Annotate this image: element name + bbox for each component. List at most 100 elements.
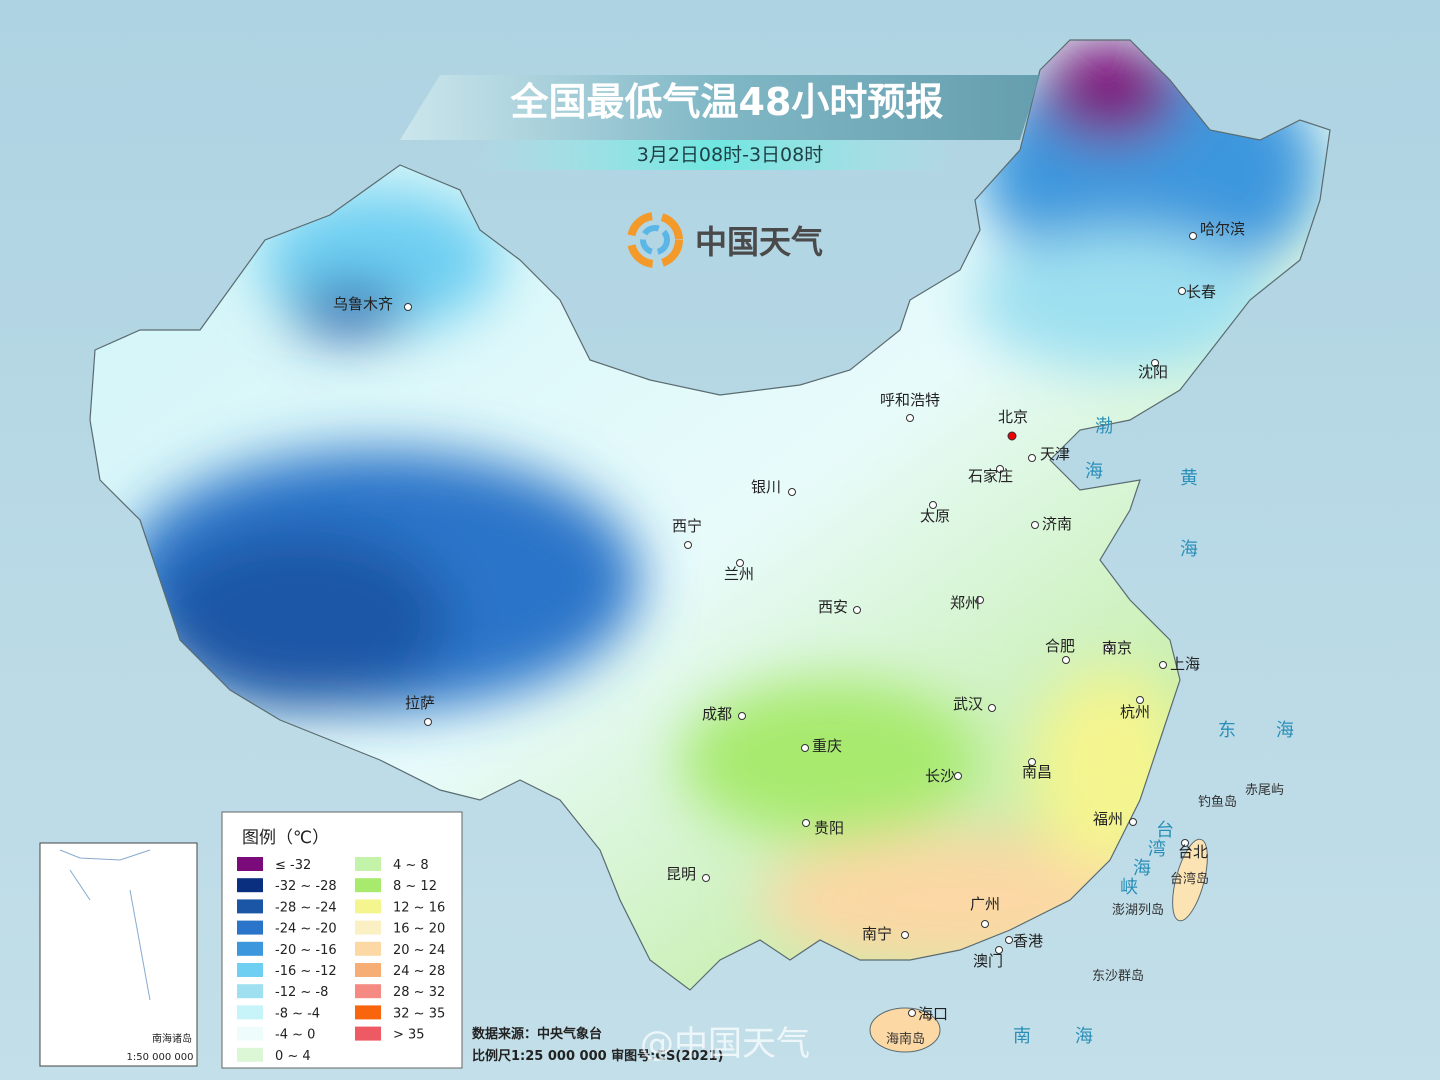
city-label: 兰州	[724, 565, 754, 583]
city-label: 济南	[1042, 515, 1072, 533]
sea-label: 渤	[1095, 416, 1113, 437]
legend-swatch	[237, 878, 263, 893]
legend-label: ≤ -32	[275, 858, 311, 873]
legend-label: -20 ~ -16	[275, 943, 337, 958]
city-dot	[1151, 359, 1159, 367]
legend-swatch	[237, 941, 263, 956]
legend-label: -32 ~ -28	[275, 879, 337, 894]
city-label: 沈阳	[1138, 363, 1168, 381]
city-label: 西安	[818, 598, 848, 616]
city-dot	[996, 465, 1004, 473]
city-dot	[901, 931, 909, 939]
sea-label: 台	[1156, 820, 1174, 841]
city-dot	[1005, 936, 1013, 944]
city-label: 呼和浩特	[880, 391, 940, 409]
island-label: 钓鱼岛	[1198, 794, 1237, 810]
sea-label: 海	[1276, 720, 1294, 741]
legend-swatch	[237, 857, 263, 871]
city-label: 海口	[918, 1005, 948, 1023]
city-dot	[738, 712, 746, 720]
city-dot	[684, 541, 692, 549]
legend-swatch	[355, 1005, 381, 1020]
legend-label: -4 ~ 0	[275, 1028, 315, 1043]
inset-label: 南海诸岛	[152, 1032, 192, 1045]
legend-label: 16 ~ 20	[393, 922, 445, 937]
legend-label: > 35	[393, 1028, 425, 1043]
subtitle: 3月2日08时-3日08时	[637, 144, 823, 166]
sea-label: 峡	[1120, 877, 1138, 898]
city-label: 上海	[1170, 655, 1200, 673]
city-dot	[1062, 656, 1070, 664]
legend-swatch	[237, 1005, 263, 1020]
sea-label: 南	[1013, 1026, 1031, 1047]
city-dot	[404, 303, 412, 311]
legend-swatch	[355, 878, 381, 893]
city-label: 重庆	[812, 737, 842, 755]
city-dot	[954, 772, 962, 780]
city-dot	[981, 920, 989, 928]
city-label: 天津	[1040, 445, 1070, 463]
legend-box	[221, 811, 463, 1069]
city-label: 太原	[920, 507, 950, 525]
watermark: @中国天气	[640, 1024, 810, 1064]
city-dot	[1159, 661, 1167, 669]
city-dot	[1028, 454, 1036, 462]
legend-swatch	[237, 1047, 263, 1062]
legend-swatch	[355, 984, 381, 999]
scale: 比例尺1:25 000 000 审图号:GS(2021)	[472, 1048, 723, 1064]
legend-label: 12 ~ 16	[393, 900, 445, 915]
island-label: 东沙群岛	[1092, 968, 1144, 984]
island-label: 赤尾屿	[1245, 783, 1284, 798]
logo: 中国天气	[627, 212, 823, 268]
island-label: 澎湖列岛	[1112, 902, 1164, 918]
inset-scale: 1:50 000 000	[127, 1052, 194, 1063]
legend-label: -12 ~ -8	[275, 985, 328, 1000]
city-dot	[1136, 696, 1144, 704]
city-dot	[976, 596, 984, 604]
legend-label: 4 ~ 8	[393, 858, 429, 873]
inset-box	[39, 842, 198, 1067]
subtitle-band	[470, 140, 960, 170]
city-label: 昆明	[666, 865, 696, 883]
city-dot	[801, 744, 809, 752]
city-label: 澳门	[973, 952, 1003, 970]
hainan	[869, 1007, 941, 1053]
city-dot	[929, 501, 937, 509]
city-label: 北京	[998, 408, 1028, 426]
legend-swatch	[355, 857, 381, 871]
city-label: 杭州	[1120, 703, 1150, 721]
city-label: 台北	[1178, 843, 1208, 861]
brand: 中国天气	[695, 223, 823, 261]
city-dot	[1129, 818, 1137, 826]
city-dot	[1007, 431, 1017, 441]
legend-label: -8 ~ -4	[275, 1006, 320, 1021]
city-label: 拉萨	[405, 694, 435, 712]
legend-label: -16 ~ -12	[275, 964, 337, 979]
city-dot	[1189, 232, 1197, 240]
legend-swatch	[237, 1026, 263, 1041]
sea-label: 海	[1133, 858, 1151, 879]
city-label: 福州	[1093, 810, 1123, 828]
city-dot	[1031, 521, 1039, 529]
sea-label: 海	[1085, 461, 1103, 482]
legend-label: 24 ~ 28	[393, 964, 445, 979]
city-dot	[424, 718, 432, 726]
legend-label: 0 ~ 4	[275, 1049, 311, 1064]
city-dot	[1028, 758, 1036, 766]
city-dot	[1181, 839, 1189, 847]
legend-label: 20 ~ 24	[393, 943, 445, 958]
city-dot	[702, 874, 710, 882]
sea-label: 湾	[1148, 839, 1166, 860]
city-label: 南昌	[1022, 763, 1052, 781]
city-label: 郑州	[950, 594, 980, 612]
legend-swatch	[355, 963, 381, 977]
city-label: 乌鲁木齐	[333, 295, 393, 313]
city-dot	[736, 559, 744, 567]
legend-label: 28 ~ 32	[393, 985, 445, 1000]
city-dot	[853, 606, 861, 614]
legend: ≤ -32 -32 ~ -28 -28 ~ -24 -24 ~ -20 -20 ~ -1…	[237, 857, 445, 1064]
city-dot	[995, 946, 1003, 954]
